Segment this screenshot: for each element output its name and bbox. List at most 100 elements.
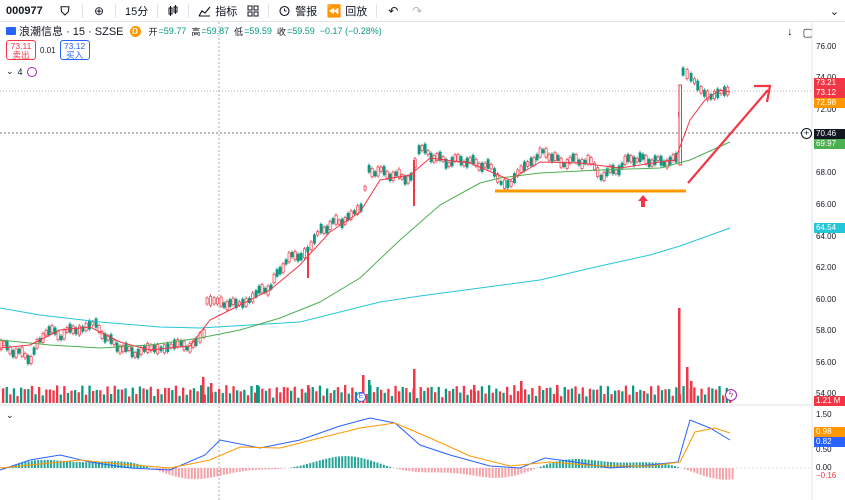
- macd-histogram-bar: [85, 462, 88, 468]
- macd-histogram-bar: [341, 456, 344, 468]
- macd-histogram-bar: [318, 460, 321, 468]
- add-alert-plus-icon[interactable]: +: [801, 128, 812, 139]
- macd-histogram-bar: [450, 468, 452, 473]
- candle-body: [486, 159, 490, 169]
- macd-histogram-bar: [398, 468, 401, 470]
- volume-bar: [646, 393, 649, 403]
- macd-histogram-bar: [619, 462, 622, 468]
- macd-histogram-bar: [578, 459, 580, 468]
- macd-histogram-bar: [62, 461, 65, 468]
- undo-button[interactable]: ↶: [381, 0, 405, 22]
- candle-body: [284, 259, 288, 265]
- macd-histogram-bar: [469, 468, 472, 476]
- earnings-marker-icon[interactable]: E: [356, 392, 366, 402]
- macd-histogram-bar: [338, 456, 340, 468]
- macd-histogram-bar: [50, 460, 52, 468]
- macd-histogram-bar: [443, 468, 446, 473]
- candle-body: [121, 344, 125, 353]
- volume-bar: [444, 388, 448, 403]
- alerts-button[interactable]: 警报: [273, 0, 322, 22]
- volume-bar: [545, 387, 548, 403]
- volume-bar: [257, 386, 260, 403]
- buy-button[interactable]: 73.12 买入: [59, 40, 90, 60]
- volume-bar: [588, 388, 592, 403]
- macd-histogram-bar: [526, 468, 529, 472]
- macd-histogram-bar: [456, 468, 459, 474]
- macd-histogram-bar: [219, 468, 222, 476]
- interval-button[interactable]: 15分: [120, 0, 153, 22]
- macd-histogram-bar: [472, 468, 475, 476]
- volume-bar: [459, 392, 462, 403]
- candle-body: [146, 343, 150, 353]
- price-tag-last: 73.12: [814, 88, 845, 98]
- candle-body: [356, 205, 360, 215]
- candle-body: [385, 170, 389, 179]
- candle-body: [77, 325, 81, 336]
- candle-body: [483, 162, 487, 168]
- trend-arrow-head: [754, 84, 772, 103]
- redo-button[interactable]: ↷: [405, 0, 429, 22]
- price-axis-label: 64.00: [816, 232, 837, 241]
- candle-body: [124, 342, 128, 352]
- indicators-toggle[interactable]: ⌄ 4: [6, 66, 37, 77]
- macd-histogram-bar: [715, 468, 718, 479]
- candle-body: [468, 157, 472, 163]
- macd-histogram-bar: [222, 468, 225, 475]
- macd-histogram-bar: [270, 468, 273, 470]
- volume-bar: [63, 386, 66, 403]
- fullscreen-icon[interactable]: ▢: [802, 27, 813, 39]
- macd-histogram-bar: [722, 468, 724, 480]
- volume-bar: [45, 389, 48, 403]
- volume-bar: [653, 394, 656, 403]
- high-label: 高: [191, 26, 201, 37]
- macd-histogram-bar: [101, 461, 104, 468]
- indicators-button[interactable]: 指标: [193, 0, 242, 22]
- compare-button[interactable]: ⊕: [87, 0, 111, 22]
- candle-body: [492, 168, 496, 177]
- candle-body: [94, 318, 98, 328]
- volume-bar: [574, 386, 577, 403]
- macd-pane-toggle[interactable]: ⌄: [6, 410, 14, 420]
- macd-histogram-bar: [82, 462, 84, 468]
- volume-bar: [41, 395, 44, 403]
- volume-bar: [448, 391, 451, 403]
- candle-body: [376, 166, 380, 177]
- candle-body: [260, 284, 264, 294]
- layouts-button[interactable]: [242, 0, 264, 22]
- volume-bar: [416, 397, 419, 403]
- macd-tag-dif: 0.82: [814, 437, 845, 447]
- candle-body: [379, 166, 383, 172]
- macd-histogram-bar: [91, 461, 94, 468]
- volume-bar: [552, 393, 556, 403]
- volume-bar: [488, 385, 491, 403]
- volume-bar: [214, 391, 217, 403]
- volume-bar: [408, 392, 412, 403]
- macd-histogram-bar: [299, 465, 302, 468]
- volume-bar: [160, 394, 163, 403]
- macd-histogram-bar: [427, 468, 430, 473]
- ma-long-line: [0, 227, 731, 329]
- volume-bar: [686, 367, 689, 403]
- chevron-down-icon[interactable]: ⌄: [829, 6, 839, 18]
- macd-histogram-bar: [72, 461, 75, 468]
- volume-bar: [394, 385, 397, 403]
- candle-body: [519, 165, 523, 173]
- volume-bar: [156, 388, 160, 403]
- macd-histogram-bar: [373, 461, 376, 468]
- volume-bar: [81, 385, 84, 403]
- replay-button[interactable]: ⏪ 回放: [322, 0, 372, 22]
- price-tag-ma-long: 64.54: [814, 223, 845, 233]
- chart-type-button[interactable]: [162, 0, 184, 22]
- sell-button[interactable]: 73.11 卖出: [6, 40, 36, 60]
- macd-histogram-bar: [661, 463, 664, 468]
- volume-bar: [261, 388, 264, 403]
- macd-histogram-bar: [725, 468, 728, 480]
- price-axis-label: 68.00: [816, 168, 837, 177]
- download-icon[interactable]: ↓: [787, 26, 793, 38]
- symbol-search[interactable]: 000977 ⛉: [0, 0, 78, 22]
- lightning-icon[interactable]: ϟ: [725, 389, 737, 401]
- candle-body: [91, 321, 95, 326]
- low-value: =59.59: [244, 26, 272, 36]
- volume-bar: [617, 390, 620, 403]
